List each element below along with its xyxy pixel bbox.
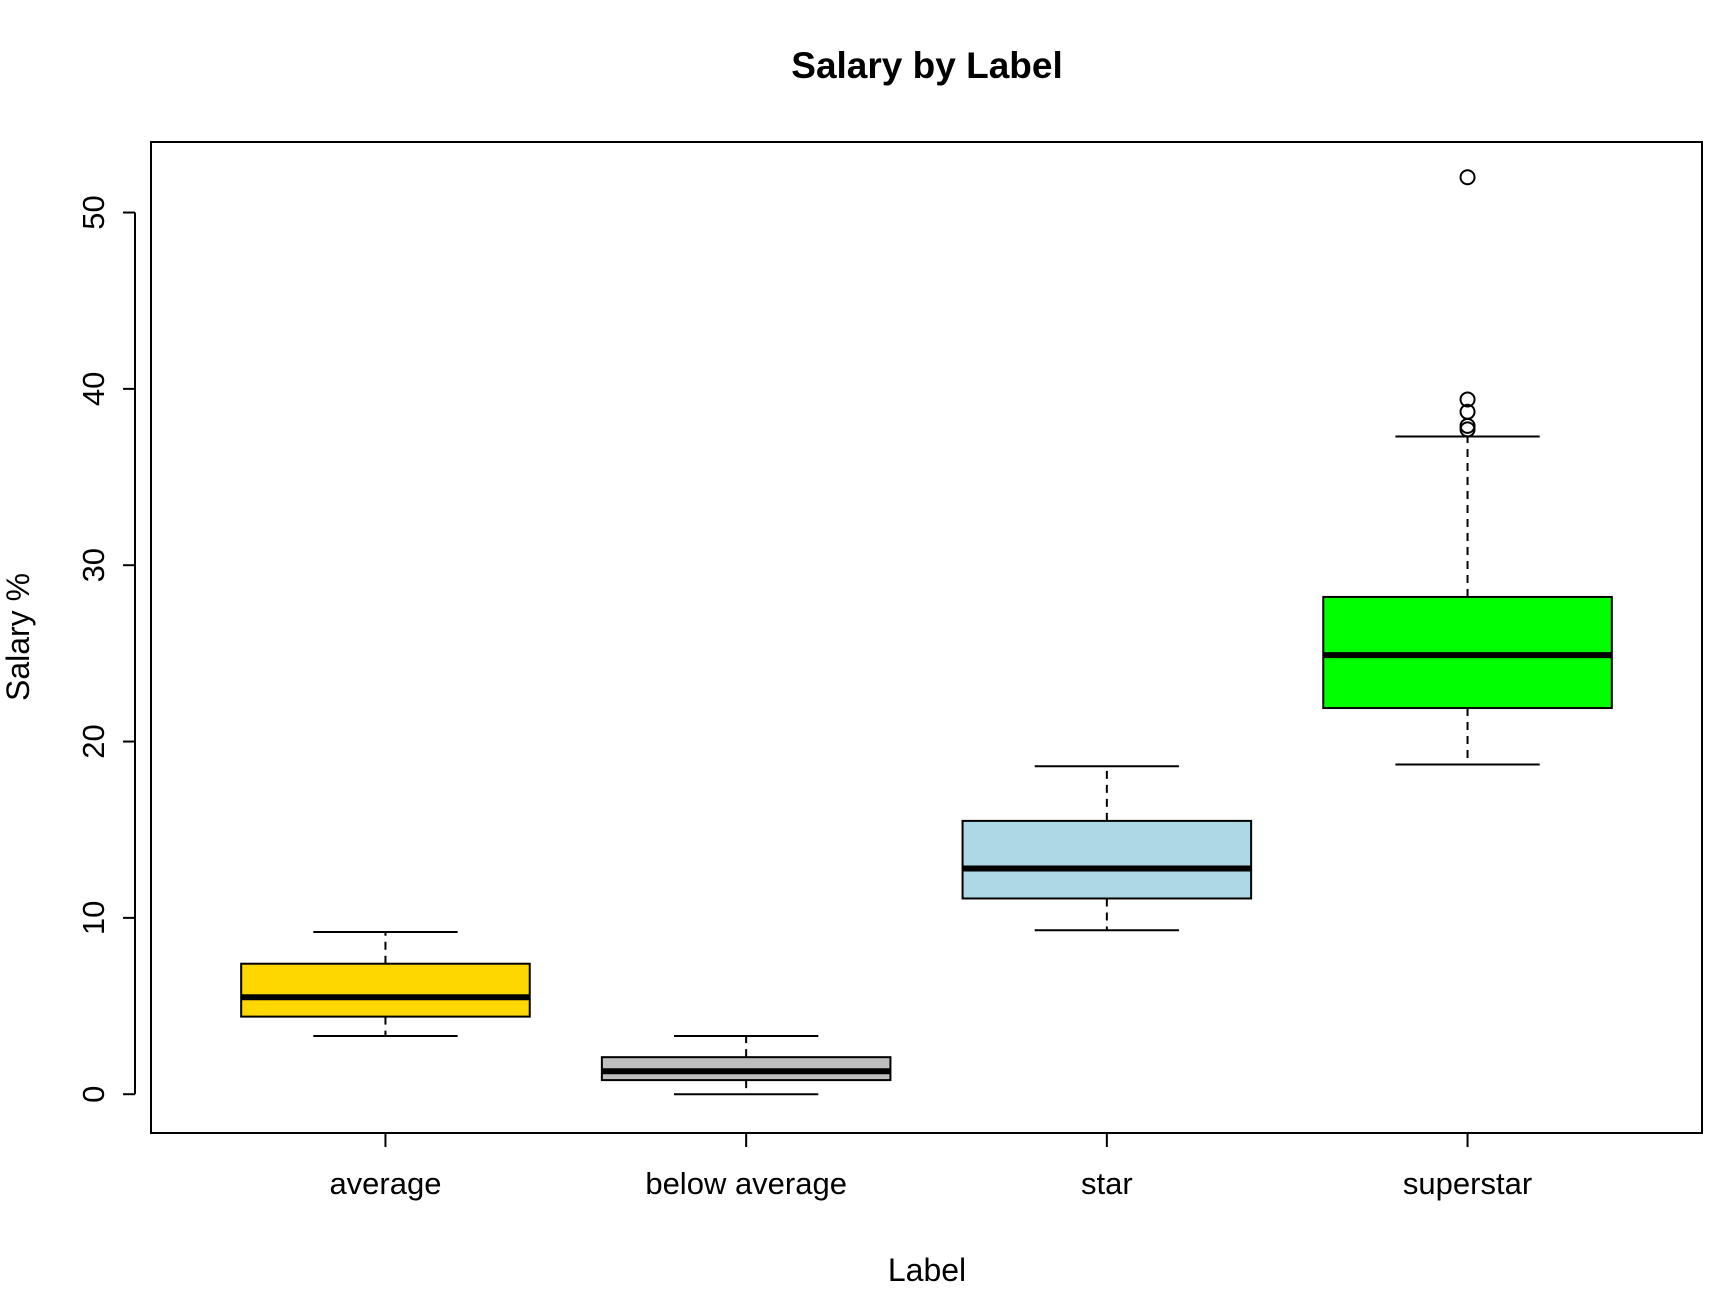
box-body [961, 819, 1253, 900]
y-axis-label: Salary % [0, 573, 36, 701]
box-group [240, 169, 1613, 1096]
y-axis: 0 10 20 30 40 50 [76, 195, 136, 1103]
box-superstar [1322, 169, 1613, 766]
x-tick-label: average [329, 1166, 441, 1201]
y-tick-label: 10 [76, 901, 111, 935]
y-tick-label: 30 [76, 548, 111, 582]
box-average [240, 930, 531, 1038]
y-tick-label: 20 [76, 724, 111, 758]
x-axis-label: Label [888, 1252, 966, 1288]
outlier-point [1459, 391, 1476, 408]
chart-title: Salary by Label [791, 45, 1062, 86]
outlier-point [1459, 403, 1476, 420]
x-tick-label: below average [645, 1166, 847, 1201]
box-below-average [600, 1035, 892, 1096]
box-star [961, 765, 1253, 932]
y-tick-label: 40 [76, 372, 111, 406]
box-body [240, 962, 531, 1018]
outlier-point [1459, 169, 1476, 186]
x-tick-label: star [1081, 1166, 1133, 1201]
y-tick-label: 50 [76, 195, 111, 229]
x-tick-label: superstar [1403, 1166, 1532, 1201]
x-axis: average below average star superstar [329, 1132, 1532, 1201]
y-tick-label: 0 [76, 1086, 111, 1103]
